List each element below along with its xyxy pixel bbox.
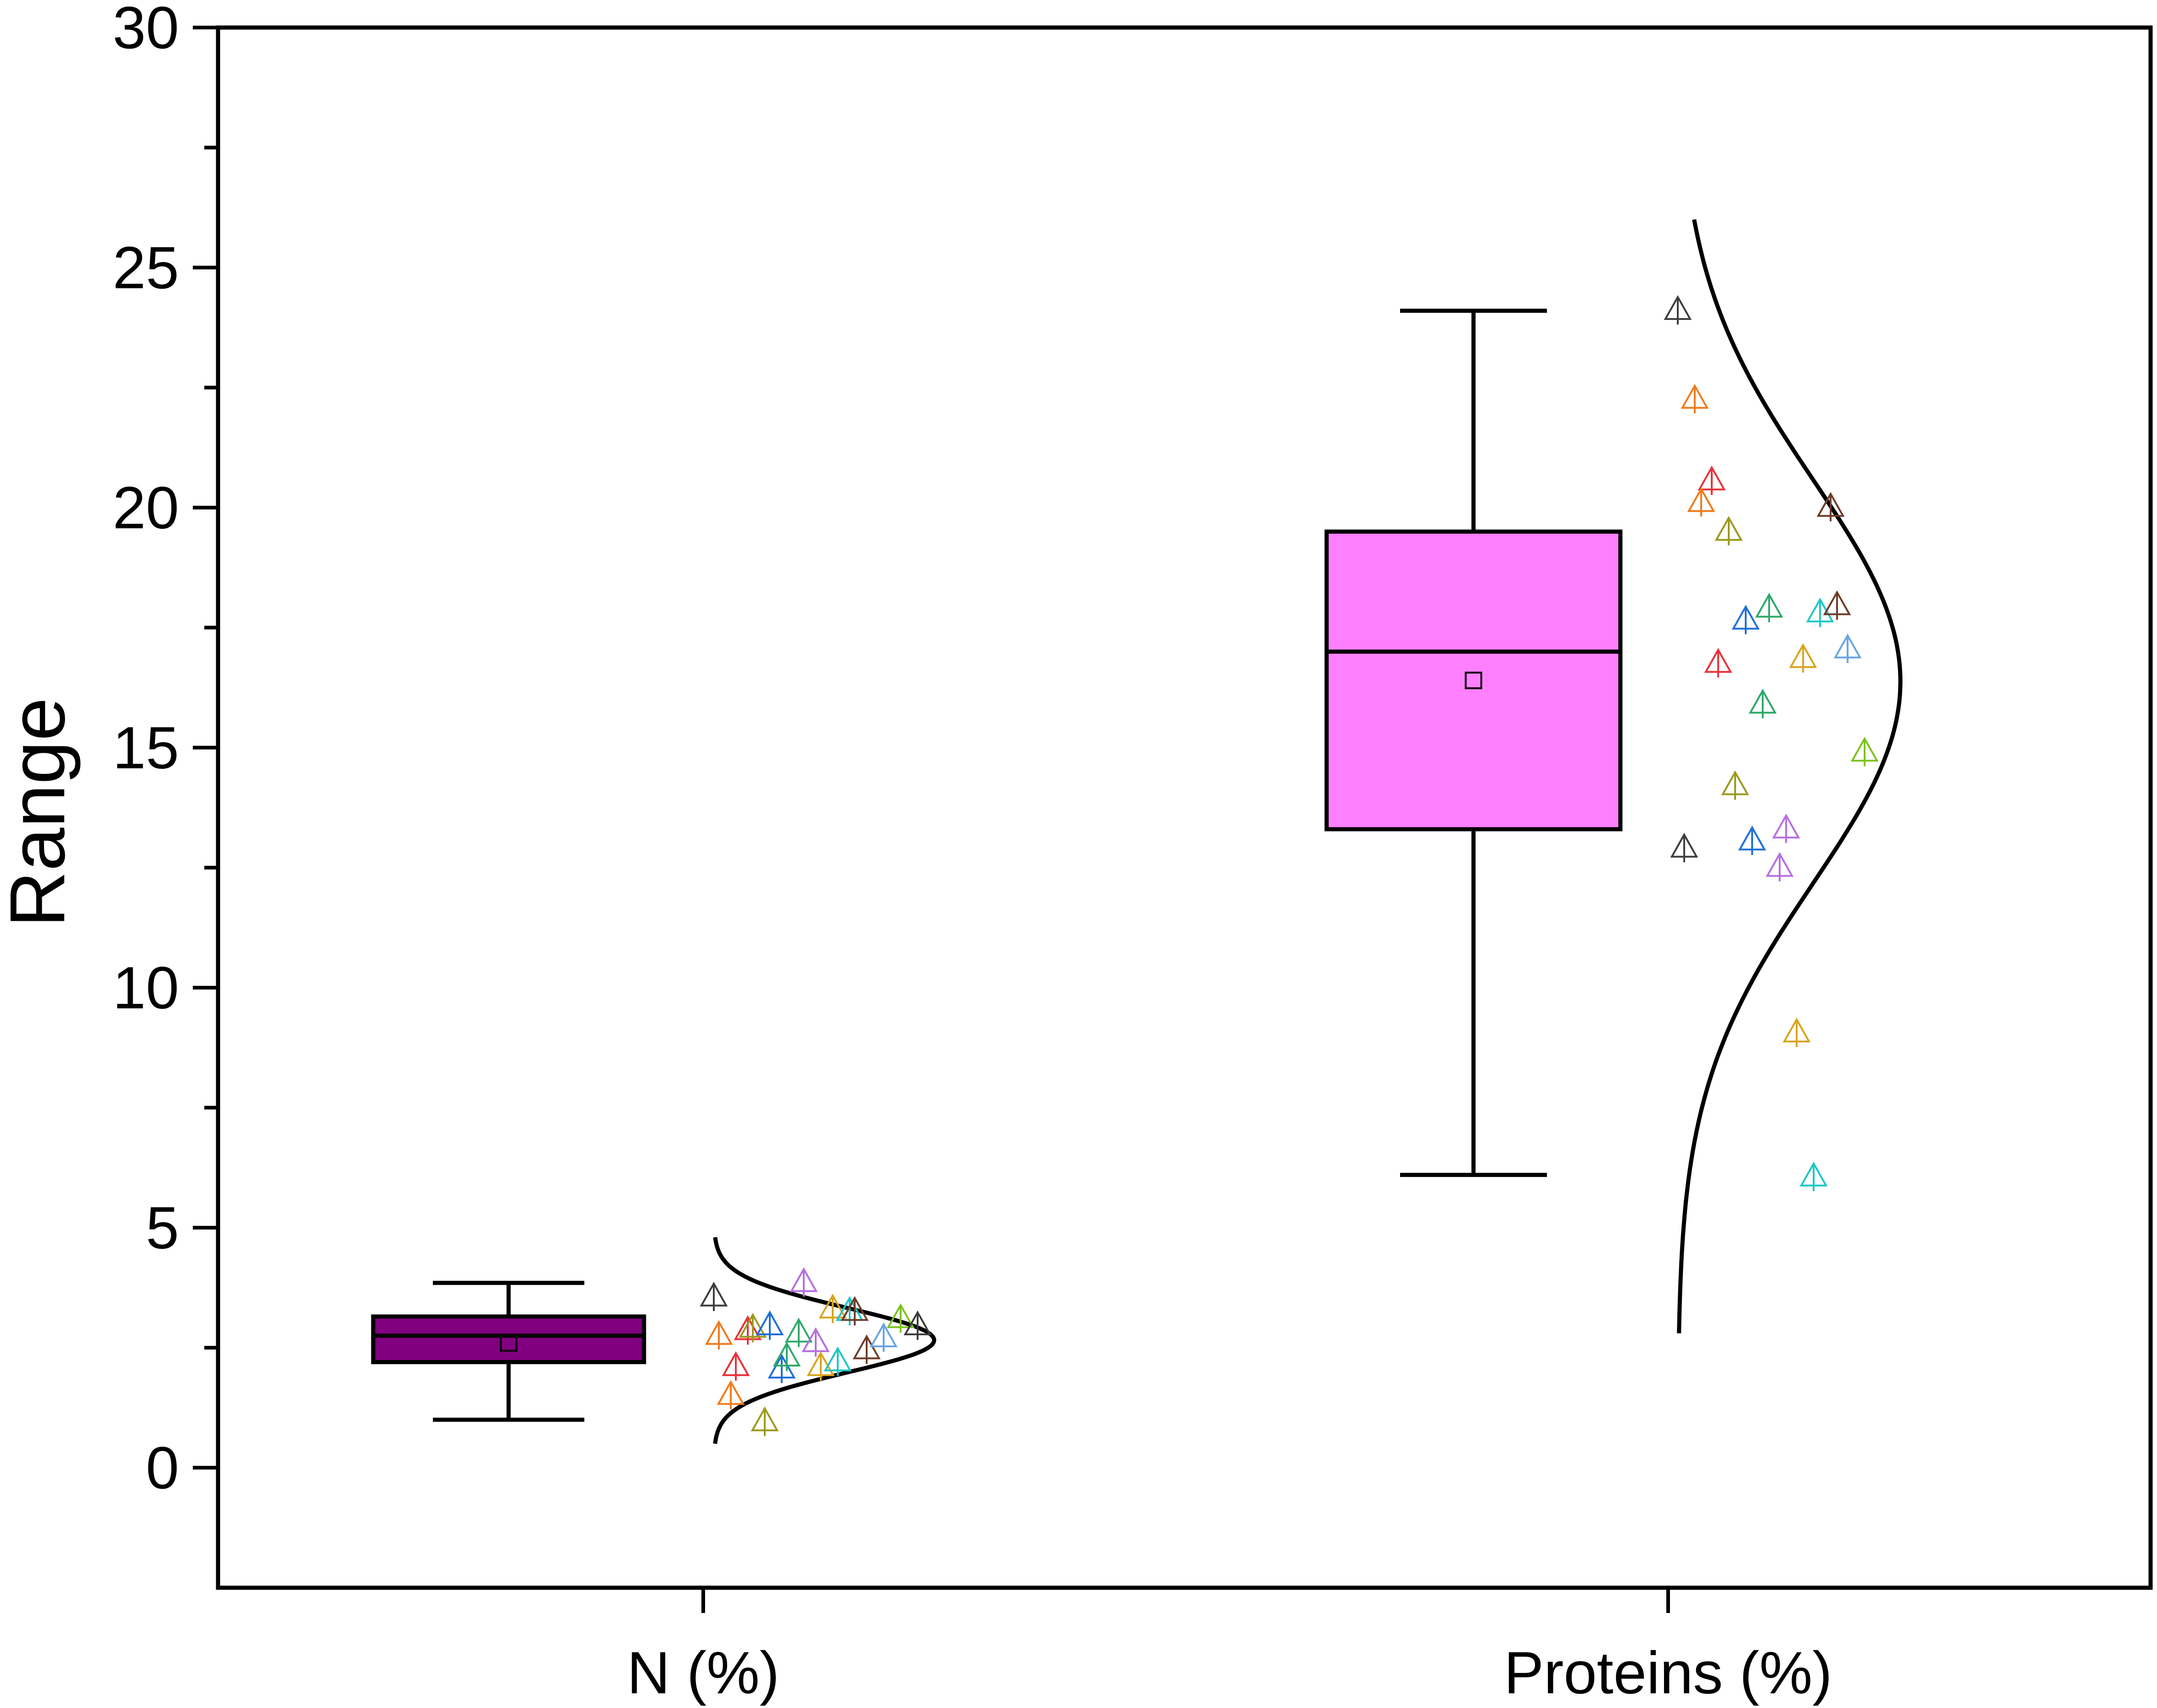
data-point (1704, 648, 1732, 678)
data-point (1772, 813, 1800, 843)
data-point (722, 1351, 750, 1381)
data-point (818, 1294, 847, 1323)
box-n (371, 1281, 646, 1422)
data-point (903, 1310, 932, 1340)
data-point (824, 1346, 852, 1376)
y-axis: 0 5 10 15 20 25 30 (112, 0, 218, 1501)
data-point (700, 1282, 728, 1311)
distribution-curve (713, 1237, 936, 1444)
data-point (1833, 633, 1862, 663)
data-point (1850, 737, 1879, 767)
plot-frame (216, 25, 2153, 1590)
data-point (784, 1317, 813, 1347)
y-tick-label: 10 (112, 954, 179, 1021)
data-point (756, 1310, 784, 1340)
mean-marker (1465, 672, 1482, 689)
data-point (739, 1313, 767, 1343)
y-tick-label: 15 (112, 714, 179, 781)
data-point (705, 1320, 733, 1350)
y-tick-label: 0 (146, 1434, 179, 1501)
data-point (1738, 825, 1766, 855)
data-point (734, 1315, 762, 1345)
data-point (835, 1296, 864, 1326)
x-tick-label: Proteins (%) (1504, 1639, 1832, 1706)
distribution-curves (713, 219, 1903, 1444)
data-point (1789, 643, 1817, 673)
data-point (1687, 487, 1715, 517)
data-point (1664, 295, 1692, 325)
data-point (773, 1341, 801, 1371)
data-point (751, 1406, 779, 1436)
data-point (840, 1296, 869, 1326)
data-point (768, 1354, 796, 1383)
x-axis: N (%) Proteins (%) (627, 1588, 1832, 1706)
y-axis-label: Range (0, 698, 81, 928)
data-point (1782, 1017, 1811, 1047)
data-point (852, 1334, 881, 1364)
data-point (1816, 492, 1845, 521)
data-point (1765, 852, 1794, 882)
data-point (1721, 770, 1749, 800)
y-tick-label: 20 (112, 474, 179, 541)
data-point (886, 1303, 915, 1333)
x-tick-label: N (%) (627, 1639, 779, 1706)
data-point (1731, 605, 1760, 634)
distribution-curve (1677, 219, 1903, 1333)
iqr-box (1324, 529, 1623, 832)
y-tick-label: 5 (146, 1194, 179, 1261)
data-point (1698, 465, 1726, 495)
data-point (790, 1267, 818, 1297)
boxes (371, 308, 1623, 1422)
data-point (1748, 689, 1777, 718)
data-point (1806, 597, 1834, 627)
data-point (1823, 590, 1851, 620)
data-points (700, 295, 1879, 1436)
box-proteins (1324, 308, 1623, 1177)
data-point (869, 1322, 898, 1352)
data-point (1681, 384, 1709, 414)
data-point (717, 1380, 745, 1410)
mean-marker (500, 1334, 517, 1352)
data-point (801, 1327, 830, 1357)
data-point (1755, 593, 1783, 622)
y-tick-label: 25 (112, 234, 179, 301)
data-point (1670, 833, 1698, 862)
data-point (1714, 516, 1743, 546)
y-tick-label: 30 (112, 0, 179, 61)
data-point (1799, 1161, 1828, 1191)
data-point (807, 1351, 835, 1381)
iqr-box (371, 1314, 646, 1364)
